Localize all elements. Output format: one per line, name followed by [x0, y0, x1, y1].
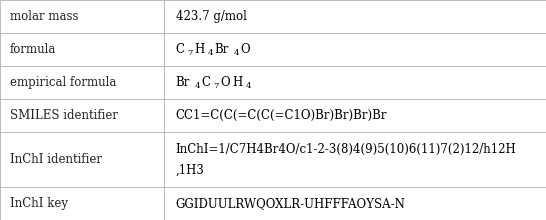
- Text: 4: 4: [233, 49, 239, 57]
- Text: ,1H3: ,1H3: [176, 163, 205, 176]
- Text: H: H: [194, 43, 205, 56]
- Text: InChI=1/C7H4Br4O/c1-2-3(8)4(9)5(10)6(11)7(2)12/h12H: InChI=1/C7H4Br4O/c1-2-3(8)4(9)5(10)6(11)…: [176, 143, 517, 156]
- Text: formula: formula: [10, 43, 56, 56]
- Text: SMILES identifier: SMILES identifier: [10, 109, 118, 122]
- Text: GGIDUULRWQOXLR-UHFFFAOYSA-N: GGIDUULRWQOXLR-UHFFFAOYSA-N: [176, 197, 406, 210]
- Text: 7: 7: [187, 49, 193, 57]
- Text: O: O: [240, 43, 250, 56]
- Text: C: C: [201, 76, 210, 89]
- Text: empirical formula: empirical formula: [10, 76, 116, 89]
- Text: 4: 4: [194, 82, 200, 90]
- Text: InChI identifier: InChI identifier: [10, 153, 102, 166]
- Text: C: C: [176, 43, 185, 56]
- Text: 4: 4: [207, 49, 213, 57]
- Text: 7: 7: [213, 82, 218, 90]
- Text: O: O: [220, 76, 230, 89]
- Text: 4: 4: [246, 82, 251, 90]
- Text: 423.7 g/mol: 423.7 g/mol: [176, 10, 247, 23]
- Text: CC1=C(C(=C(C(=C1O)Br)Br)Br)Br: CC1=C(C(=C(C(=C1O)Br)Br)Br)Br: [176, 109, 387, 122]
- Text: H: H: [233, 76, 242, 89]
- Text: InChI key: InChI key: [10, 197, 68, 210]
- Text: molar mass: molar mass: [10, 10, 78, 23]
- Text: Br: Br: [176, 76, 190, 89]
- Text: Br: Br: [215, 43, 229, 56]
